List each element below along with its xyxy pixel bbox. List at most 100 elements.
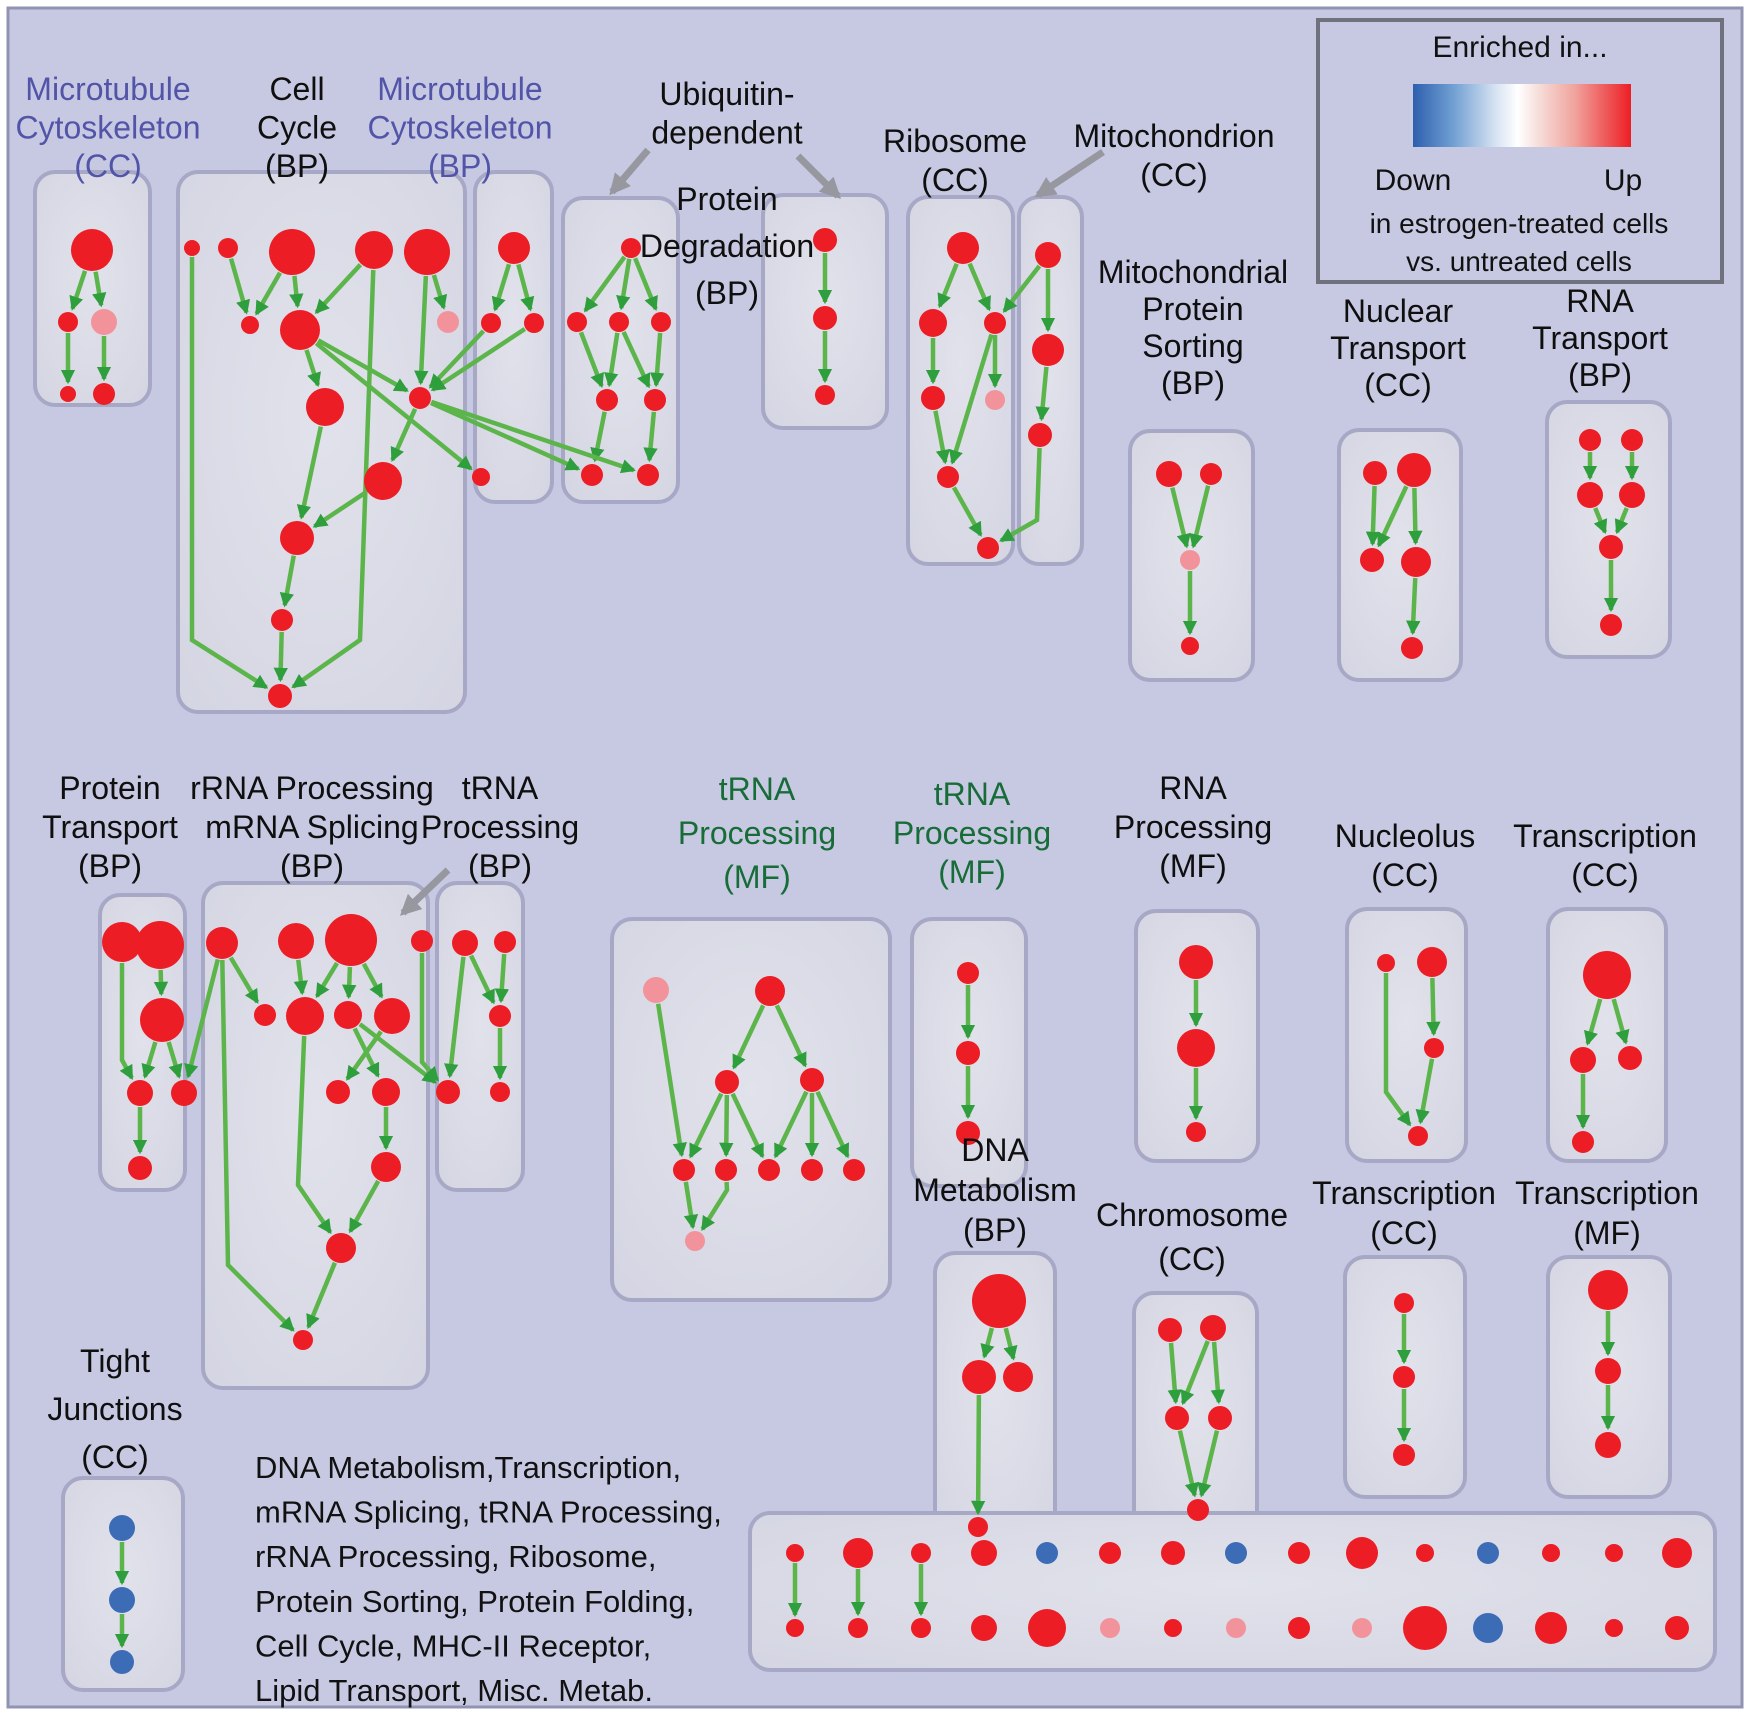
- go-term-node: [355, 231, 393, 269]
- annotation-arrow: [609, 147, 651, 196]
- go-term-node: [269, 229, 315, 275]
- relation-arrow: [141, 1041, 158, 1079]
- go-term-node: [1158, 1318, 1182, 1342]
- cluster-label: Transcription (MF): [1515, 1175, 1699, 1251]
- relation-arrow: [361, 962, 384, 999]
- relation-arrow: [583, 255, 627, 313]
- go-term-node: [911, 1543, 931, 1563]
- go-term-node: [1180, 550, 1200, 570]
- cluster-label-line: (BP): [265, 148, 329, 184]
- go-term-node: [218, 238, 238, 258]
- go-term-node: [971, 1615, 997, 1641]
- cluster-label: Ubiquitin-dependent: [651, 76, 802, 151]
- go-term-node: [472, 468, 490, 486]
- footnote-text-line: Cell Cycle, MHC-II Receptor,: [255, 1628, 651, 1663]
- cluster-label: DNA Metabolism (BP): [913, 1132, 1077, 1248]
- go-term-node: [325, 914, 377, 966]
- go-term-node: [1473, 1613, 1503, 1643]
- relation-arrow: [220, 959, 295, 1332]
- go-term-node: [1226, 1618, 1246, 1638]
- go-term-node: [372, 1078, 400, 1106]
- cluster-label-line: Metabolism: [913, 1172, 1077, 1208]
- relation-arrow: [430, 399, 636, 474]
- go-term-node: [1177, 1029, 1215, 1067]
- go-term-node: [494, 931, 516, 953]
- relation-arrow: [189, 257, 269, 690]
- go-term-node: [977, 537, 999, 559]
- cluster-label-line: Transport: [42, 809, 178, 845]
- cluster-label-line: (CC): [74, 148, 142, 184]
- relation-arrow: [491, 263, 512, 312]
- cluster-label-line: (MF): [1573, 1215, 1641, 1251]
- cluster-box-ribosome: [906, 195, 1015, 566]
- go-term-node: [1588, 1270, 1628, 1310]
- go-term-node: [436, 1080, 460, 1104]
- cluster-label-line: tRNA: [934, 776, 1011, 812]
- relation-arrow: [293, 959, 308, 996]
- cluster-label: Mitochondrial Protein Sorting (BP): [1098, 254, 1288, 401]
- cluster-label-line: Protein: [1142, 291, 1243, 327]
- annotation-arrow: [795, 153, 841, 199]
- go-term-node: [1288, 1542, 1310, 1564]
- footnote-text-line: Lipid Transport, Misc. Metab.: [255, 1673, 653, 1708]
- relation-arrow: [295, 1035, 333, 1235]
- cluster-label: Nucleolus (CC): [1335, 818, 1476, 893]
- cluster-label-line: tRNA: [719, 771, 796, 807]
- go-term-node: [58, 312, 78, 332]
- relation-arrow: [643, 411, 658, 463]
- go-term-node: [1665, 1616, 1689, 1640]
- go-term-node: [921, 386, 945, 410]
- cluster-label: Transcription (CC): [1513, 818, 1697, 893]
- relation-arrow: [342, 966, 357, 1000]
- cluster-label-line: Processing: [678, 815, 836, 851]
- relation-arrow: [228, 257, 250, 315]
- go-term-node: [1401, 637, 1423, 659]
- go-term-node: [306, 388, 344, 426]
- relation-arrow: [314, 961, 339, 999]
- go-term-node: [1621, 429, 1643, 451]
- go-term-node: [140, 998, 184, 1042]
- cluster-label-line: Nucleolus: [1335, 818, 1476, 854]
- relation-arrow: [314, 341, 473, 471]
- go-term-node: [1424, 1038, 1444, 1058]
- go-term-node: [1403, 1606, 1447, 1650]
- relation-arrow: [494, 953, 510, 1004]
- cluster-label-line: (CC): [1571, 857, 1639, 893]
- relation-arrow: [279, 555, 296, 608]
- legend-subtitle-line1: in estrogen-treated cells: [1370, 208, 1669, 239]
- go-term-node: [1346, 1537, 1378, 1569]
- go-term-node: [1186, 1122, 1206, 1142]
- cluster-label-line: (BP): [1161, 365, 1225, 401]
- go-term-node: [489, 1005, 511, 1027]
- legend-up-label: Up: [1604, 164, 1642, 197]
- cluster-label-line: (BP): [428, 148, 492, 184]
- cluster-label-line: Cycle: [257, 110, 337, 146]
- go-term-node: [581, 464, 603, 486]
- legend-down-label: Down: [1375, 164, 1452, 197]
- relation-arrow: [304, 349, 321, 388]
- go-term-node: [1164, 1619, 1182, 1637]
- go-term-node: [815, 385, 835, 405]
- relation-arrow: [414, 275, 429, 386]
- legend-box: [1316, 18, 1724, 284]
- go-term-node: [1662, 1538, 1692, 1568]
- go-term-node: [1036, 1542, 1058, 1564]
- footnote-text-line: DNA Metabolism,Transcription,: [255, 1450, 681, 1485]
- relation-arrow: [1035, 366, 1050, 422]
- footnote-text-line: Protein Sorting, Protein Folding,: [255, 1584, 694, 1619]
- go-term-node: [651, 312, 671, 332]
- relation-arrow: [1177, 1430, 1199, 1498]
- go-term-node: [371, 1152, 401, 1182]
- go-term-node: [206, 927, 238, 959]
- relation-arrow: [358, 1022, 438, 1085]
- go-term-node: [1394, 1293, 1414, 1313]
- cluster-label-line: (CC): [1158, 1241, 1226, 1277]
- relation-arrow: [312, 490, 368, 529]
- go-term-node: [673, 1159, 695, 1181]
- relation-arrow: [1611, 998, 1630, 1045]
- go-term-node: [937, 466, 959, 488]
- go-term-node: [1401, 547, 1431, 577]
- legend-title: Enriched in...: [1432, 31, 1607, 64]
- relation-arrow: [999, 447, 1042, 543]
- go-term-node: [326, 1080, 350, 1104]
